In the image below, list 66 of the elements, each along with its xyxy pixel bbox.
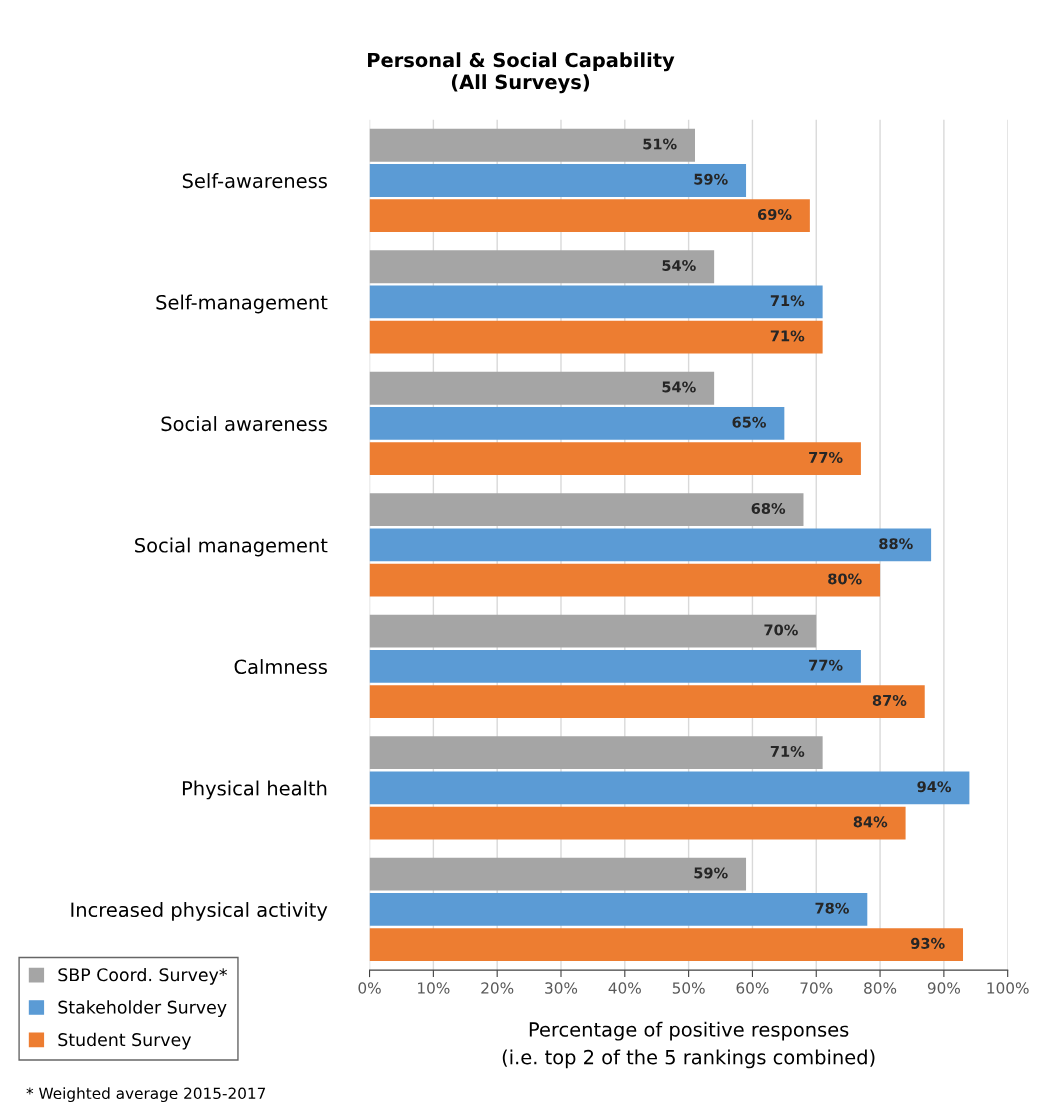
- x-tick-label: 60%: [736, 982, 769, 994]
- bar: [369, 164, 747, 197]
- y-tick-label: Self-awareness: [182, 173, 327, 189]
- data-label: 93%: [911, 937, 945, 949]
- x-axis-title: Percentage of positive responses (i.e. top 2 of the 5 rankings combined): [502, 1021, 875, 1069]
- data-label: 80%: [828, 573, 862, 585]
- data-label: 65%: [732, 416, 767, 428]
- x-tick-label: 30%: [545, 982, 578, 994]
- x-tick-label: 0%: [358, 982, 381, 994]
- y-tick-label: Self-management: [156, 294, 328, 314]
- data-label: 78%: [815, 902, 849, 914]
- bar: [369, 250, 715, 284]
- bar: [369, 320, 823, 354]
- x-tick-label: 10%: [418, 982, 450, 994]
- data-label: 77%: [809, 451, 843, 463]
- bar: [369, 928, 964, 962]
- bar: [369, 771, 970, 805]
- data-label: 54%: [662, 381, 696, 393]
- legend-label: SBP Coord. Survey*: [58, 967, 228, 985]
- data-label: 88%: [879, 538, 913, 550]
- y-tick-label: Social awareness: [161, 416, 327, 432]
- legend-label: Stakeholder Survey: [58, 1000, 227, 1018]
- bar: [369, 128, 695, 162]
- data-label: 94%: [917, 781, 952, 793]
- bar: [369, 614, 817, 648]
- bar: [369, 285, 823, 319]
- bar: [369, 563, 881, 597]
- x-tick-label: 100%: [987, 982, 1029, 994]
- x-tick-label: 40%: [608, 982, 641, 994]
- y-tick-label: Calmness: [234, 659, 327, 675]
- chart-title: Personal & Social Capability (All Surveys): [368, 52, 675, 94]
- bar: [369, 199, 810, 233]
- bar: [369, 685, 925, 719]
- bar: [369, 893, 868, 926]
- data-label: 69%: [757, 208, 792, 220]
- bar: [369, 493, 804, 527]
- bar: [369, 442, 861, 476]
- bar: [369, 736, 823, 770]
- x-tick-label: 20%: [481, 982, 514, 994]
- x-tick-label: 70%: [800, 982, 833, 994]
- data-label: 59%: [694, 867, 728, 879]
- data-label: 68%: [751, 502, 786, 514]
- bar: [369, 528, 932, 562]
- bar: [369, 806, 906, 840]
- x-tick-label: 80%: [864, 982, 897, 994]
- y-tick-label: Increased physical activity: [71, 902, 328, 921]
- y-tick-label: Social management: [135, 537, 328, 557]
- data-label: 70%: [764, 624, 798, 636]
- data-label: 71%: [770, 330, 805, 342]
- legend-label: Student Survey: [58, 1032, 192, 1050]
- data-label: 71%: [770, 745, 805, 757]
- data-label: 54%: [662, 259, 696, 271]
- data-label: 84%: [853, 816, 888, 828]
- text: * Weighted average 2015-2017: [26, 1087, 266, 1103]
- bar: [369, 407, 785, 440]
- bar: [369, 857, 747, 891]
- x-tick-label: 50%: [672, 982, 705, 994]
- data-label: 59%: [694, 173, 728, 185]
- bar: [369, 371, 715, 405]
- data-label: 51%: [643, 138, 677, 150]
- data-label: 71%: [770, 295, 805, 307]
- bar: [369, 650, 861, 683]
- data-label: 87%: [872, 694, 907, 706]
- x-tick-label: 90%: [927, 982, 961, 994]
- y-tick-label: Physical health: [182, 780, 327, 800]
- data-label: 77%: [809, 659, 843, 671]
